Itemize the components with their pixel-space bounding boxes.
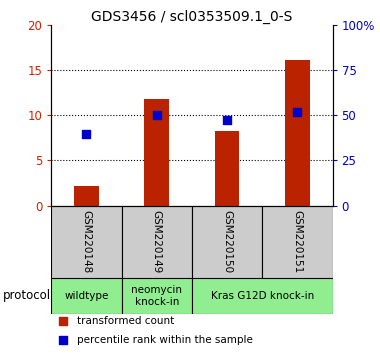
Bar	[262, 206, 332, 278]
FancyArrow shape	[53, 284, 68, 308]
Text: GSM220149: GSM220149	[152, 210, 162, 273]
Point	[291, 95, 297, 100]
Bar	[285, 60, 310, 206]
Text: transformed count: transformed count	[77, 316, 174, 326]
Bar	[122, 278, 192, 314]
Bar	[51, 206, 122, 278]
Bar	[122, 206, 192, 278]
Bar	[192, 206, 262, 278]
Text: GSM220148: GSM220148	[81, 210, 92, 273]
Point	[294, 109, 300, 114]
Text: Kras G12D knock-in: Kras G12D knock-in	[211, 291, 314, 301]
Bar	[192, 278, 332, 314]
Point	[84, 131, 90, 137]
Text: neomycin
knock-in: neomycin knock-in	[131, 285, 182, 307]
Bar	[51, 278, 122, 314]
Bar	[144, 99, 169, 206]
Point	[154, 112, 160, 118]
Bar	[74, 186, 99, 206]
Bar	[215, 131, 239, 206]
Text: GSM220151: GSM220151	[292, 210, 302, 273]
Point	[291, 262, 297, 268]
Title: GDS3456 / scl0353509.1_0-S: GDS3456 / scl0353509.1_0-S	[91, 10, 293, 24]
Text: wildtype: wildtype	[64, 291, 109, 301]
Text: GSM220150: GSM220150	[222, 210, 232, 273]
Text: percentile rank within the sample: percentile rank within the sample	[77, 335, 252, 345]
Point	[224, 117, 230, 122]
Text: protocol: protocol	[3, 290, 51, 302]
